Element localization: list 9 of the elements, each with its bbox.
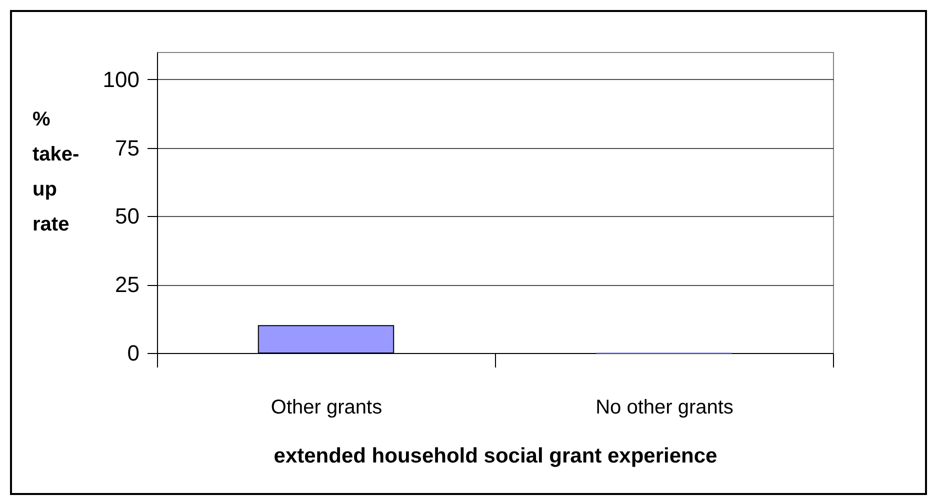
x-axis-title: extended household social grant experience (274, 444, 718, 468)
y-axis-title: % take-up rate (32, 108, 80, 236)
x-tick-label: Other grants (270, 396, 382, 418)
y-tick-label: 75 (115, 135, 140, 160)
y-tick-label: 25 (115, 272, 140, 298)
y-tick-label: 100 (102, 66, 140, 92)
y-tick-label: 0 (127, 340, 140, 366)
y-tick-label: 50 (115, 204, 140, 229)
x-tick-label: No other grants (596, 396, 734, 418)
